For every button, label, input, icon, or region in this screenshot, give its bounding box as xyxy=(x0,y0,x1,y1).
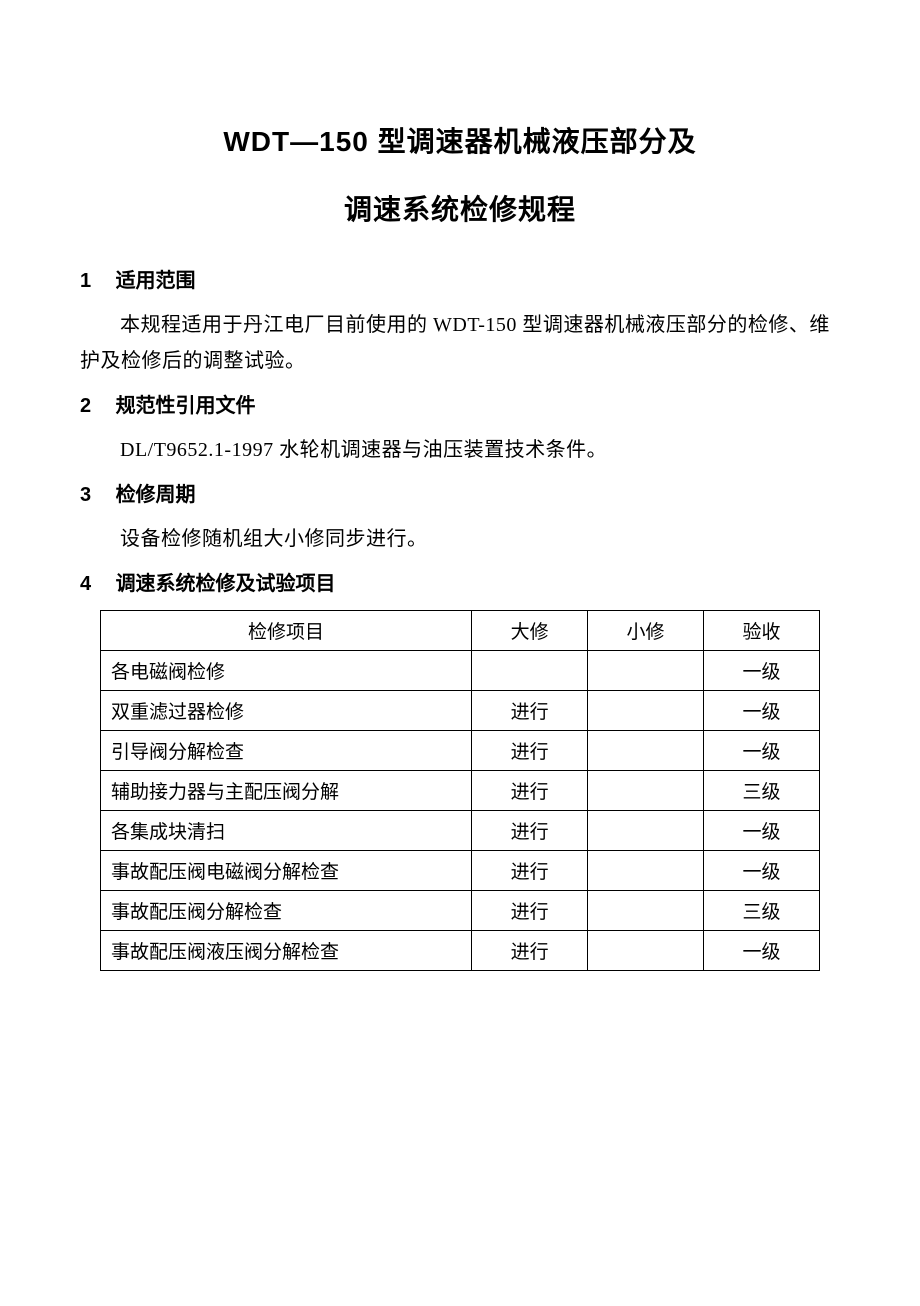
cell-item: 事故配压阀电磁阀分解检查 xyxy=(101,851,472,891)
section-1-body: 本规程适用于丹江电厂目前使用的 WDT-150 型调速器机械液压部分的检修、维护… xyxy=(80,307,840,379)
cell-minor xyxy=(588,811,704,851)
cell-minor xyxy=(588,731,704,771)
cell-item: 事故配压阀液压阀分解检查 xyxy=(101,931,472,971)
cell-major: 进行 xyxy=(472,811,588,851)
cell-item: 辅助接力器与主配压阀分解 xyxy=(101,771,472,811)
cell-accept: 一级 xyxy=(704,651,820,691)
section-2-body: DL/T9652.1-1997 水轮机调速器与油压装置技术条件。 xyxy=(80,432,840,468)
table-row: 各集成块清扫 进行 一级 xyxy=(101,811,820,851)
cell-minor xyxy=(588,891,704,931)
maintenance-table-container: 检修项目 大修 小修 验收 各电磁阀检修 一级 双重滤过器检修 进行 一级 引导… xyxy=(80,610,840,971)
section-3-title: 检修周期 xyxy=(116,484,196,506)
cell-accept: 一级 xyxy=(704,851,820,891)
table-row: 各电磁阀检修 一级 xyxy=(101,651,820,691)
header-major: 大修 xyxy=(472,611,588,651)
cell-minor xyxy=(588,931,704,971)
section-1-heading: 1 适用范围 xyxy=(80,264,840,293)
cell-minor xyxy=(588,651,704,691)
header-minor: 小修 xyxy=(588,611,704,651)
header-accept: 验收 xyxy=(704,611,820,651)
document-title-line2: 调速系统检修规程 xyxy=(80,188,840,228)
section-3-body: 设备检修随机组大小修同步进行。 xyxy=(80,521,840,557)
table-row: 引导阀分解检查 进行 一级 xyxy=(101,731,820,771)
table-row: 事故配压阀液压阀分解检查 进行 一级 xyxy=(101,931,820,971)
section-2-heading: 2 规范性引用文件 xyxy=(80,389,840,418)
cell-minor xyxy=(588,851,704,891)
cell-accept: 一级 xyxy=(704,811,820,851)
cell-accept: 一级 xyxy=(704,931,820,971)
cell-major: 进行 xyxy=(472,931,588,971)
cell-item: 各电磁阀检修 xyxy=(101,651,472,691)
cell-minor xyxy=(588,691,704,731)
section-4-heading: 4 调速系统检修及试验项目 xyxy=(80,567,840,596)
cell-item: 双重滤过器检修 xyxy=(101,691,472,731)
section-4-title: 调速系统检修及试验项目 xyxy=(116,573,336,595)
cell-major: 进行 xyxy=(472,891,588,931)
document-title-line1: WDT—150 型调速器机械液压部分及 xyxy=(80,120,840,160)
table-header-row: 检修项目 大修 小修 验收 xyxy=(101,611,820,651)
table-row: 辅助接力器与主配压阀分解 进行 三级 xyxy=(101,771,820,811)
table-row: 事故配压阀电磁阀分解检查 进行 一级 xyxy=(101,851,820,891)
cell-major: 进行 xyxy=(472,731,588,771)
maintenance-table: 检修项目 大修 小修 验收 各电磁阀检修 一级 双重滤过器检修 进行 一级 引导… xyxy=(100,610,820,971)
section-4-number: 4 xyxy=(80,573,110,596)
cell-item: 事故配压阀分解检查 xyxy=(101,891,472,931)
cell-accept: 三级 xyxy=(704,771,820,811)
table-row: 事故配压阀分解检查 进行 三级 xyxy=(101,891,820,931)
cell-accept: 一级 xyxy=(704,731,820,771)
section-3-number: 3 xyxy=(80,484,110,507)
cell-accept: 三级 xyxy=(704,891,820,931)
section-3-heading: 3 检修周期 xyxy=(80,478,840,507)
cell-item: 引导阀分解检查 xyxy=(101,731,472,771)
table-row: 双重滤过器检修 进行 一级 xyxy=(101,691,820,731)
section-2-title: 规范性引用文件 xyxy=(116,395,256,417)
section-1-title: 适用范围 xyxy=(116,270,196,292)
section-1-number: 1 xyxy=(80,270,110,293)
header-item: 检修项目 xyxy=(101,611,472,651)
section-2-number: 2 xyxy=(80,395,110,418)
cell-minor xyxy=(588,771,704,811)
cell-major: 进行 xyxy=(472,691,588,731)
cell-accept: 一级 xyxy=(704,691,820,731)
cell-major xyxy=(472,651,588,691)
cell-major: 进行 xyxy=(472,851,588,891)
cell-major: 进行 xyxy=(472,771,588,811)
cell-item: 各集成块清扫 xyxy=(101,811,472,851)
